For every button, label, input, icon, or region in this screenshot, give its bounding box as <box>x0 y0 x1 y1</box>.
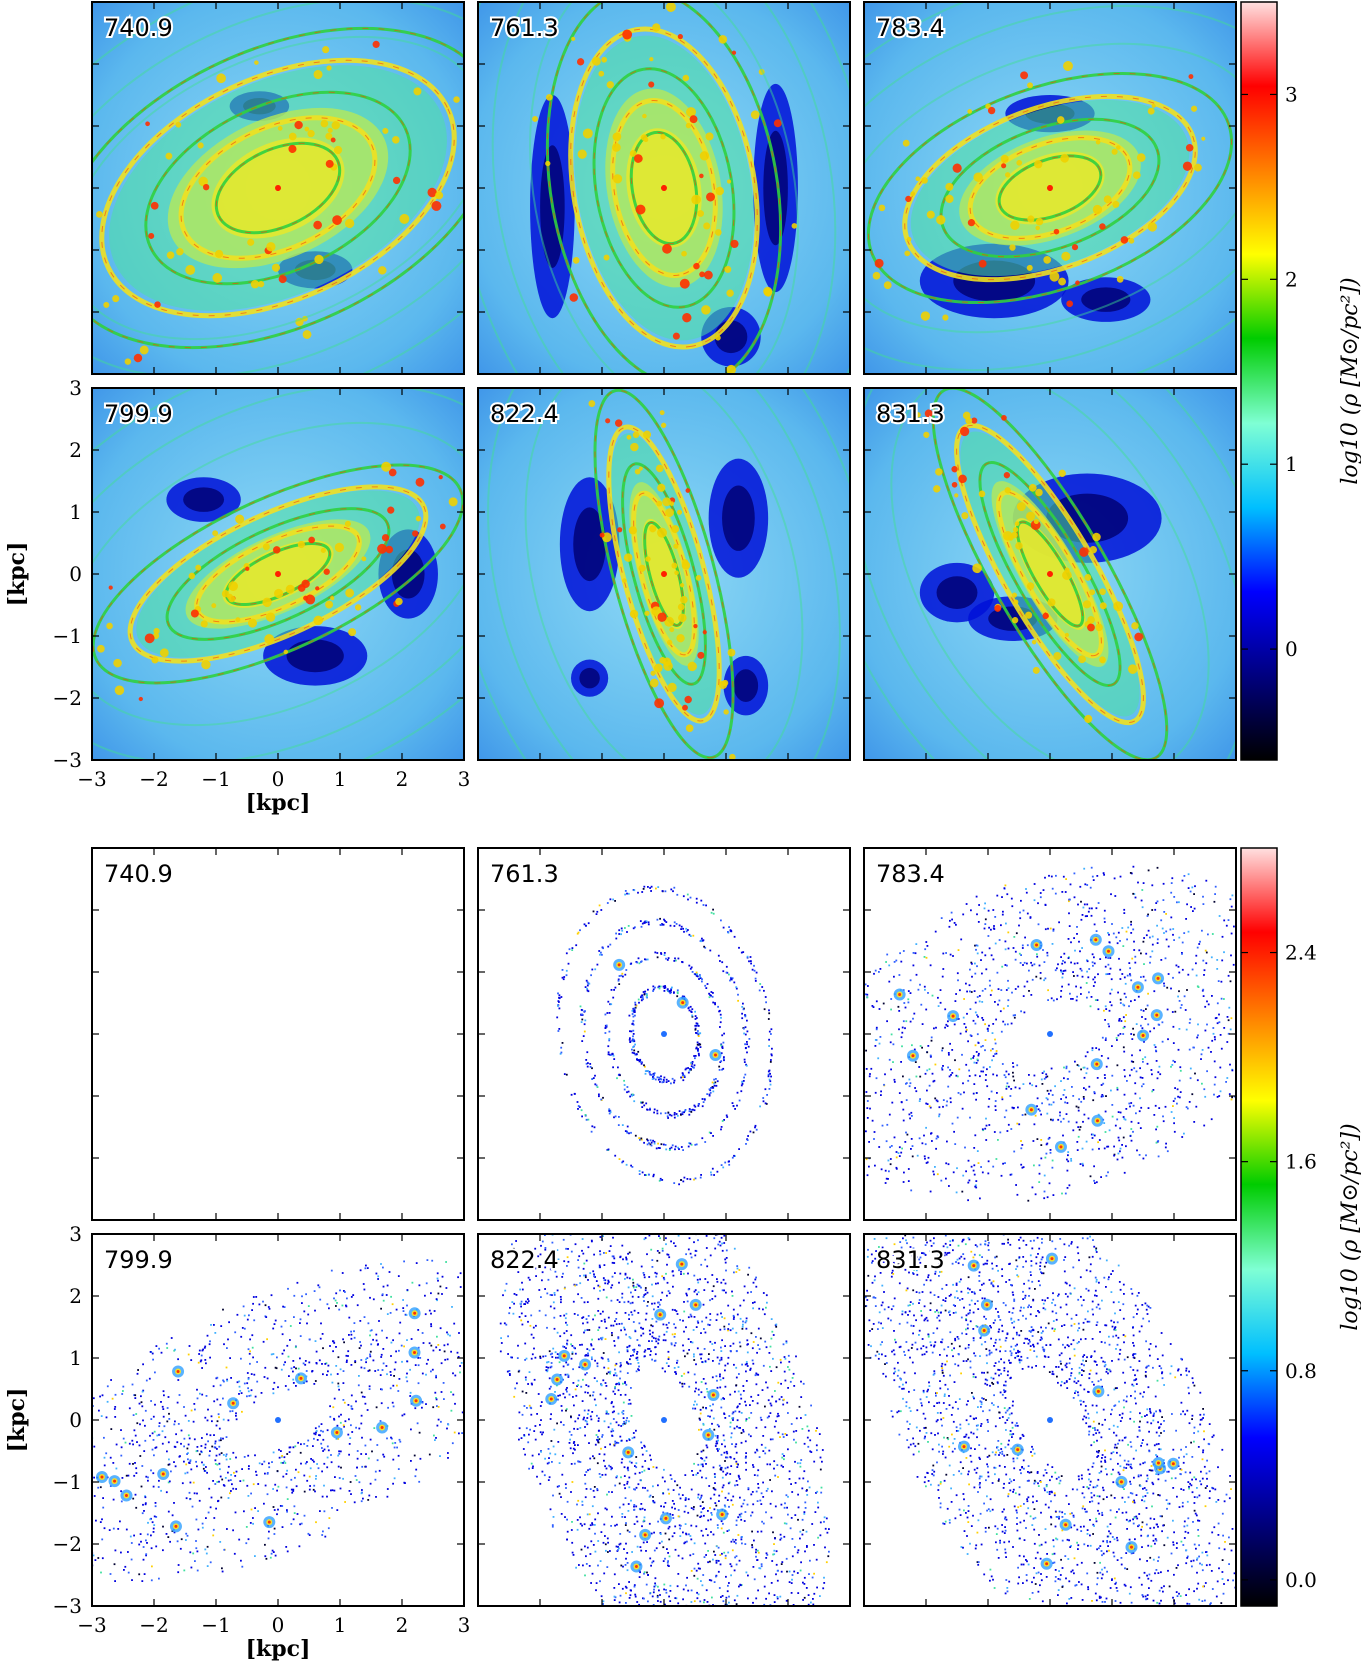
gas-colorbar-tick-label: 2 <box>1285 267 1298 291</box>
gas-colorbar-tick-label: 0 <box>1285 637 1298 661</box>
stars-x-tick-label: 2 <box>396 1613 409 1637</box>
stars-colorbar-tick-label: 1.6 <box>1285 1150 1317 1174</box>
stars-colorbar-title: log10 (ρ [M⊙/pc²]) <box>1338 1123 1361 1330</box>
stars-colorbar-tick-label: 0.8 <box>1285 1359 1317 1383</box>
gas-y-tick-label: 2 <box>69 438 82 462</box>
gas-map-822.4 <box>478 388 850 760</box>
gas-x-tick-label: −3 <box>77 767 106 791</box>
gas-panel-time-label: 822.4 <box>490 400 559 428</box>
gas-colorbar-title: log10 (ρ [M⊙/pc²]) <box>1338 277 1361 484</box>
gas-map-761.3 <box>478 2 850 374</box>
stars-y-axis-title: [kpc] <box>4 1388 30 1453</box>
gas-panel-time-label: 799.9 <box>104 400 173 428</box>
gas-y-tick-label: 0 <box>69 562 82 586</box>
gas-x-tick-label: 1 <box>334 767 347 791</box>
stars-panel-time-label: 740.9 <box>104 860 173 888</box>
gas-x-axis-title: [kpc] <box>246 790 311 816</box>
gas-panel-time-label: 831.3 <box>876 400 945 428</box>
stars-y-tick-label: 2 <box>69 1284 82 1308</box>
stars-y-tick-label: 3 <box>69 1222 82 1246</box>
stars-panel-time-label: 783.4 <box>876 860 945 888</box>
gas-map-783.4 <box>864 2 1236 374</box>
gas-colorbar-tick-label: 3 <box>1285 82 1298 106</box>
stars-panel-time-label: 822.4 <box>490 1246 559 1274</box>
gas-x-tick-label: 3 <box>458 767 471 791</box>
stars-x-tick-label: −2 <box>139 1613 168 1637</box>
stars-x-tick-label: 0 <box>272 1613 285 1637</box>
stars-colorbar <box>1240 847 1278 1607</box>
stars-colorbar-tick-label: 0.0 <box>1285 1568 1317 1592</box>
stars-x-tick-label: −1 <box>201 1613 230 1637</box>
stars-panel-time-label: 799.9 <box>104 1246 173 1274</box>
stars-y-tick-label: 1 <box>69 1346 82 1370</box>
gas-map-740.9 <box>92 2 464 374</box>
stellar-map-822.4 <box>478 1234 850 1606</box>
stellar-map-831.3 <box>864 1234 1236 1606</box>
gas-map-799.9 <box>92 388 464 760</box>
stars-x-axis-title: [kpc] <box>246 1636 311 1662</box>
stars-x-tick-label: 3 <box>458 1613 471 1637</box>
stars-x-tick-label: 1 <box>334 1613 347 1637</box>
gas-map-831.3 <box>864 388 1236 760</box>
gas-x-tick-label: 0 <box>272 767 285 791</box>
stellar-map-799.9 <box>92 1234 464 1606</box>
gas-y-tick-label: −2 <box>53 686 82 710</box>
stellar-map-740.9 <box>92 848 464 1220</box>
stars-panel-time-label: 761.3 <box>490 860 559 888</box>
stars-y-tick-label: 0 <box>69 1408 82 1432</box>
gas-x-tick-label: −2 <box>139 767 168 791</box>
gas-y-tick-label: 3 <box>69 376 82 400</box>
gas-x-tick-label: 2 <box>396 767 409 791</box>
gas-y-tick-label: −1 <box>53 624 82 648</box>
gas-panel-time-label: 783.4 <box>876 14 945 42</box>
gas-panel-time-label: 761.3 <box>490 14 559 42</box>
stars-y-tick-label: −3 <box>53 1594 82 1618</box>
stars-colorbar-tick-label: 2.4 <box>1285 941 1317 965</box>
gas-y-axis-title: [kpc] <box>4 542 30 607</box>
gas-x-tick-label: −1 <box>201 767 230 791</box>
gas-colorbar-tick-label: 1 <box>1285 452 1298 476</box>
gas-panel-time-label: 740.9 <box>104 14 173 42</box>
stellar-map-761.3 <box>478 848 850 1220</box>
stars-panel-time-label: 831.3 <box>876 1246 945 1274</box>
stars-y-tick-label: −2 <box>53 1532 82 1556</box>
gas-y-tick-label: 1 <box>69 500 82 524</box>
gas-y-tick-label: −3 <box>53 748 82 772</box>
gas-colorbar <box>1240 1 1278 761</box>
stars-x-tick-label: −3 <box>77 1613 106 1637</box>
stellar-map-783.4 <box>864 848 1236 1220</box>
stars-y-tick-label: −1 <box>53 1470 82 1494</box>
